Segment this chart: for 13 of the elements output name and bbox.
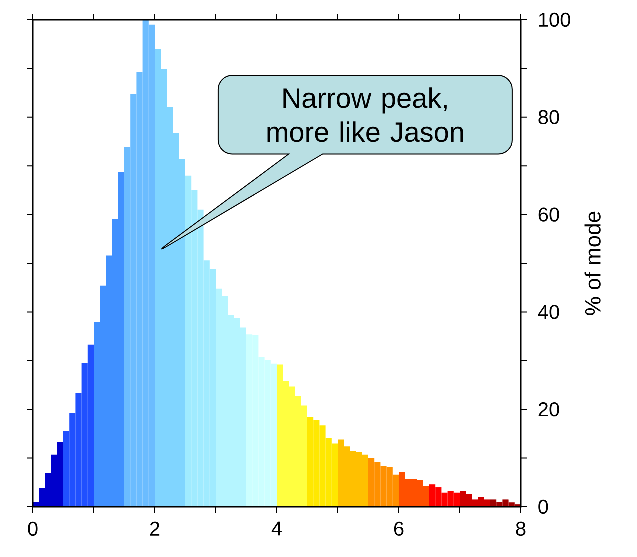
x-tick-label: 0 xyxy=(28,522,38,536)
y-axis-title: % of mode xyxy=(584,212,601,316)
y-tick-label: 40 xyxy=(538,305,560,320)
x-tick-label: 2 xyxy=(150,522,160,536)
x-tick-label: 8 xyxy=(516,522,526,536)
x-tick-label: 6 xyxy=(394,522,404,536)
y-tick-label: 80 xyxy=(538,110,560,124)
x-tick-label: 4 xyxy=(272,522,282,536)
y-tick-label: 60 xyxy=(538,208,560,222)
y-tick-label: 20 xyxy=(538,402,560,417)
y-tick-label: 100 xyxy=(539,12,570,28)
y-tick-label: 0 xyxy=(538,500,548,514)
annotation: Narrow peak, more like Jason xyxy=(268,88,464,142)
